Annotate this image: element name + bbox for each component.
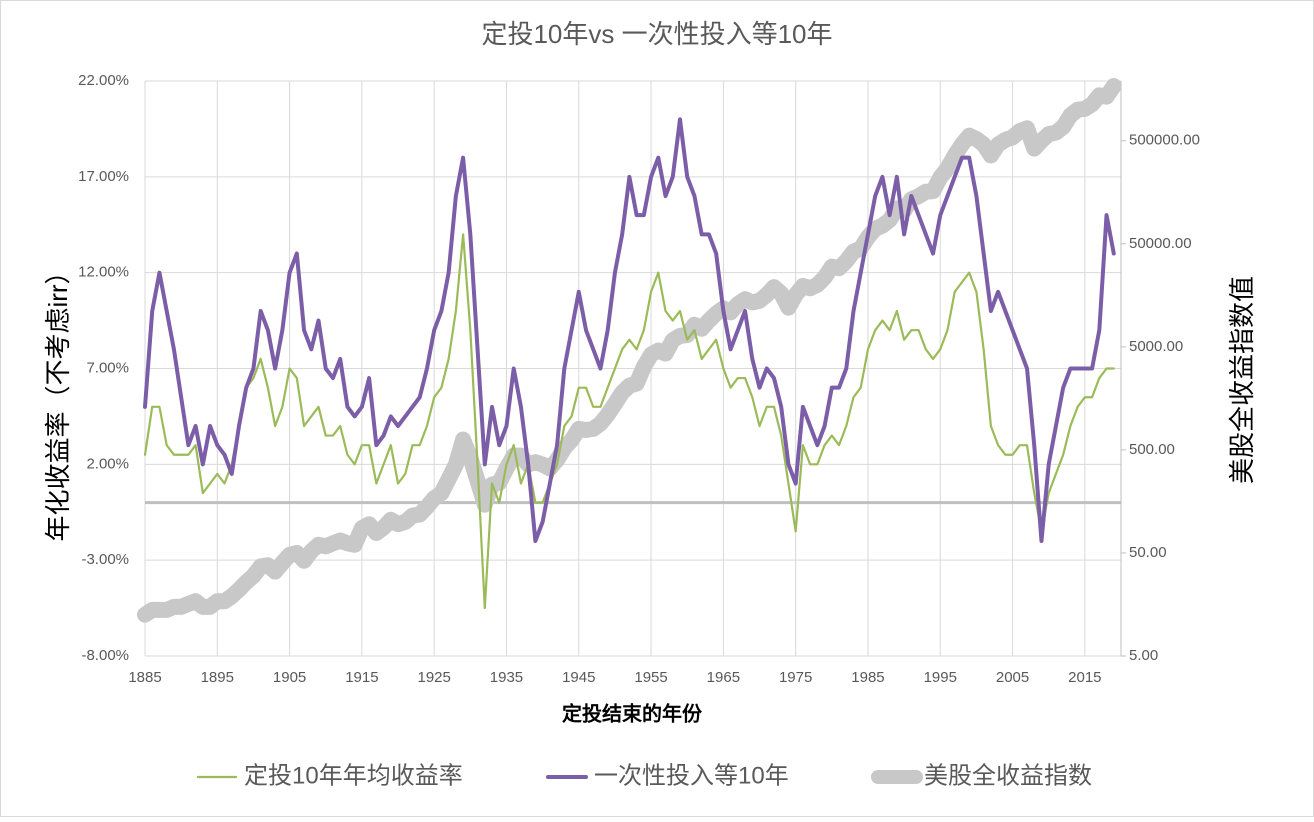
y-tick-label: 17.00% xyxy=(78,168,129,185)
x-tick-label: 1915 xyxy=(345,669,378,686)
y2-tick-label: 5000.00 xyxy=(1129,338,1183,355)
legend: 定投10年年均收益率 一次性投入等10年 美股全收益指数 xyxy=(196,762,1092,789)
y2-tick-label: 50000.00 xyxy=(1129,235,1192,252)
x-tick-label: 1965 xyxy=(707,669,740,686)
x-tick-label: 1945 xyxy=(562,669,595,686)
y2-tick-label: 500000.00 xyxy=(1129,132,1200,149)
legend-label: 美股全收益指数 xyxy=(924,762,1092,789)
series-layer xyxy=(137,77,1122,623)
x-tick-label: 2015 xyxy=(1068,669,1101,686)
series-line xyxy=(143,117,1116,543)
x-tick-label: 1905 xyxy=(273,669,306,686)
x-tick-label: 1985 xyxy=(851,669,884,686)
y-tick-label: 12.00% xyxy=(78,264,129,281)
x-tick-label: 1975 xyxy=(779,669,812,686)
series-line xyxy=(137,77,1122,623)
y-tick-label: 2.00% xyxy=(86,455,129,472)
x-tick-label: 1995 xyxy=(924,669,957,686)
legend-label: 一次性投入等10年 xyxy=(594,762,789,789)
x-tick-label: 1955 xyxy=(634,669,667,686)
y-tick-label: -8.00% xyxy=(81,647,129,664)
x-tick-label: 2005 xyxy=(996,669,1029,686)
y-tick-label: 7.00% xyxy=(86,359,129,376)
series-line xyxy=(143,233,1115,610)
y-tick-label: 22.00% xyxy=(78,72,129,89)
y-axis-title: 年化收益率（不考虑irr） xyxy=(43,258,73,541)
x-tick-label: 1935 xyxy=(490,669,523,686)
y2-tick-label: 5.00 xyxy=(1129,647,1158,664)
x-tick-label: 1925 xyxy=(417,669,450,686)
x-tick-label: 1895 xyxy=(201,669,234,686)
y2-tick-label: 500.00 xyxy=(1129,441,1175,458)
y2-axis-title: 美股全收益指数值 xyxy=(1227,276,1257,484)
chart-title: 定投10年vs 一次性投入等10年 xyxy=(481,19,832,49)
y2-tick-label: 50.00 xyxy=(1129,544,1167,561)
x-tick-label: 1885 xyxy=(128,669,161,686)
legend-label: 定投10年年均收益率 xyxy=(244,762,463,789)
x-axis-title: 定投结束的年份 xyxy=(562,701,703,725)
y-tick-label: -3.00% xyxy=(81,551,129,568)
